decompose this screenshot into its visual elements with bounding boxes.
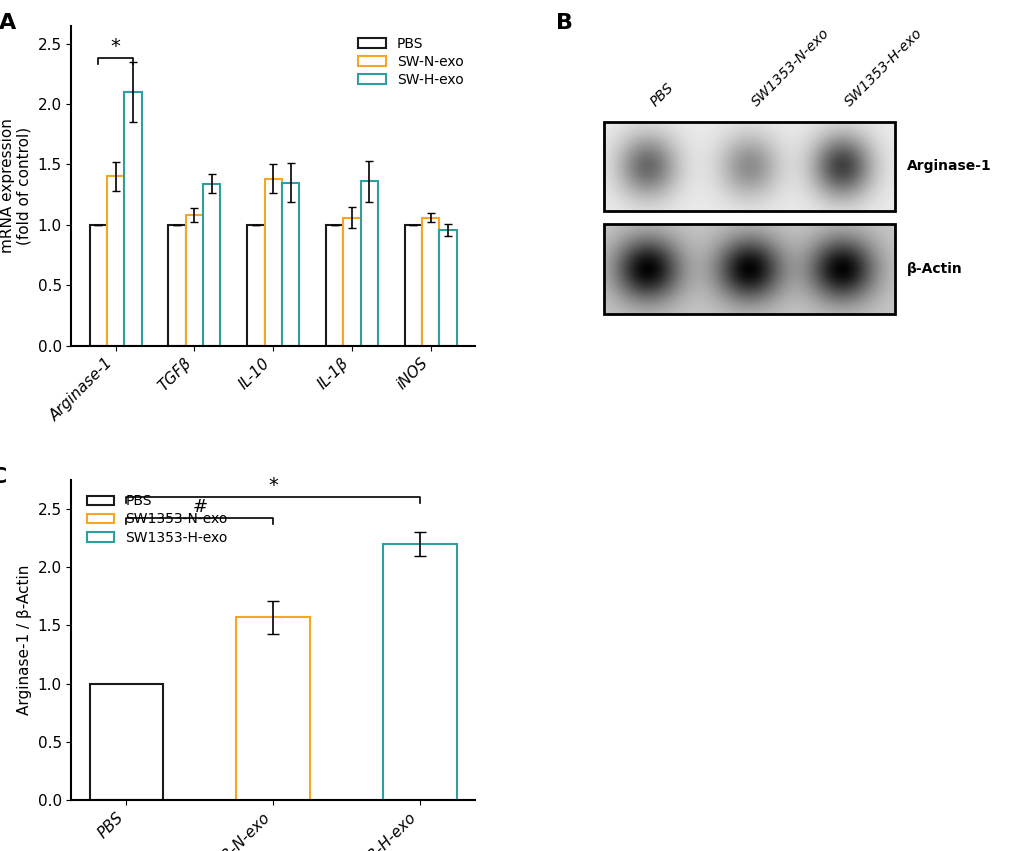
Bar	[203, 184, 220, 346]
Bar	[281, 182, 299, 346]
Text: β-Actin: β-Actin	[906, 262, 962, 276]
Legend: PBS, SW-N-exo, SW-H-exo: PBS, SW-N-exo, SW-H-exo	[354, 32, 468, 91]
Bar	[383, 544, 457, 800]
Bar	[422, 218, 439, 346]
Text: A: A	[0, 13, 16, 32]
Text: C: C	[0, 467, 7, 487]
Text: B: B	[555, 13, 572, 32]
Bar	[90, 683, 163, 800]
Text: *: *	[268, 476, 278, 495]
Legend: PBS, SW1353-N-exo, SW1353-H-exo: PBS, SW1353-N-exo, SW1353-H-exo	[83, 490, 231, 549]
Text: *: *	[111, 37, 120, 55]
Bar	[264, 179, 281, 346]
Bar	[326, 225, 343, 346]
Bar	[168, 225, 185, 346]
Bar	[90, 225, 107, 346]
Bar	[405, 225, 422, 346]
Bar	[236, 617, 310, 800]
Text: PBS: PBS	[647, 80, 676, 109]
Y-axis label: Arginase-1 / β-Actin: Arginase-1 / β-Actin	[17, 565, 32, 715]
Text: #: #	[192, 498, 207, 516]
Bar	[343, 218, 361, 346]
Text: Arginase-1: Arginase-1	[906, 159, 990, 174]
Bar	[603, 122, 894, 211]
Bar	[107, 176, 124, 346]
Bar	[603, 224, 894, 313]
Bar	[361, 181, 377, 346]
Y-axis label: mRNA expression
(fold of control): mRNA expression (fold of control)	[0, 118, 32, 253]
Text: SW1353-N-exo: SW1353-N-exo	[749, 26, 832, 109]
Bar	[439, 230, 457, 346]
Bar	[247, 225, 264, 346]
Bar	[185, 215, 203, 346]
Text: SW1353-H-exo: SW1353-H-exo	[842, 26, 924, 109]
Bar	[124, 92, 142, 346]
